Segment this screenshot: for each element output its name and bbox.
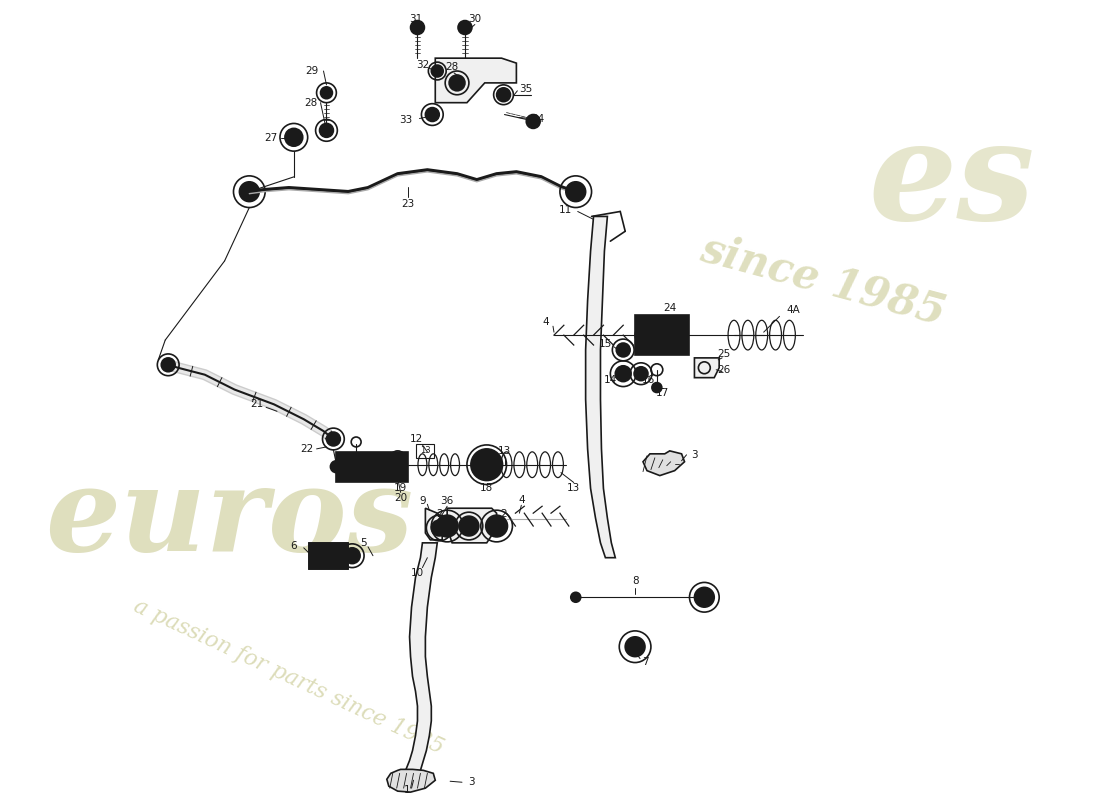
- Circle shape: [240, 182, 260, 202]
- Text: 17: 17: [657, 387, 670, 398]
- Text: since 1985: since 1985: [696, 228, 950, 334]
- Text: 13: 13: [420, 446, 431, 455]
- Polygon shape: [585, 217, 615, 558]
- Circle shape: [162, 358, 175, 372]
- Text: 23: 23: [402, 198, 415, 209]
- Circle shape: [289, 132, 299, 142]
- Text: 26: 26: [717, 365, 730, 374]
- Circle shape: [571, 592, 581, 602]
- Circle shape: [437, 515, 458, 537]
- Text: 4A: 4A: [786, 306, 800, 315]
- Circle shape: [486, 515, 507, 537]
- Circle shape: [327, 432, 340, 446]
- Circle shape: [449, 75, 465, 91]
- Text: 2: 2: [500, 509, 507, 519]
- Text: 4: 4: [542, 318, 549, 327]
- Text: 12: 12: [410, 434, 424, 444]
- Text: 35: 35: [519, 84, 532, 94]
- Text: 11: 11: [559, 205, 572, 214]
- Circle shape: [652, 382, 662, 393]
- Circle shape: [634, 366, 648, 381]
- Bar: [417, 444, 434, 458]
- Text: 6: 6: [290, 541, 297, 551]
- Circle shape: [471, 449, 503, 481]
- Circle shape: [630, 642, 640, 652]
- Text: 28: 28: [304, 98, 317, 108]
- Polygon shape: [403, 543, 438, 778]
- Circle shape: [694, 587, 714, 607]
- Text: 19: 19: [394, 483, 407, 494]
- Text: 5: 5: [360, 538, 366, 548]
- Text: 36: 36: [440, 496, 454, 506]
- Text: 21: 21: [251, 399, 264, 410]
- Text: 20: 20: [394, 494, 407, 503]
- Text: 8: 8: [631, 577, 638, 586]
- Circle shape: [492, 521, 502, 531]
- Circle shape: [616, 343, 630, 357]
- Circle shape: [458, 21, 472, 34]
- Text: 18: 18: [480, 483, 493, 494]
- Circle shape: [311, 549, 326, 562]
- Circle shape: [319, 123, 333, 138]
- Polygon shape: [694, 358, 719, 378]
- Circle shape: [700, 592, 710, 602]
- Circle shape: [431, 520, 447, 536]
- Circle shape: [320, 87, 332, 98]
- Polygon shape: [387, 770, 436, 792]
- Text: 7: 7: [641, 657, 648, 666]
- Text: 30: 30: [469, 14, 482, 23]
- Text: 28: 28: [446, 62, 459, 72]
- Text: 25: 25: [717, 349, 730, 359]
- Text: 3: 3: [691, 450, 697, 460]
- Text: 27: 27: [264, 134, 277, 143]
- Text: es: es: [868, 115, 1035, 249]
- Circle shape: [526, 114, 540, 128]
- Circle shape: [426, 108, 439, 122]
- Polygon shape: [447, 508, 496, 543]
- Text: 16: 16: [641, 374, 654, 385]
- Text: 2: 2: [436, 509, 442, 519]
- Circle shape: [459, 516, 478, 536]
- Bar: [309, 543, 349, 569]
- Circle shape: [330, 461, 342, 473]
- Circle shape: [565, 182, 585, 202]
- Circle shape: [625, 637, 645, 657]
- Circle shape: [410, 21, 425, 34]
- Text: a passion for parts since 1985: a passion for parts since 1985: [130, 594, 448, 758]
- Text: 10: 10: [411, 567, 424, 578]
- Circle shape: [431, 65, 443, 77]
- Bar: [337, 452, 408, 482]
- Polygon shape: [436, 58, 516, 102]
- Text: 9: 9: [419, 496, 426, 506]
- Circle shape: [496, 88, 510, 102]
- Text: 14: 14: [604, 374, 617, 385]
- Circle shape: [394, 466, 402, 474]
- Text: 34: 34: [531, 114, 544, 123]
- Circle shape: [442, 521, 452, 531]
- Text: 32: 32: [416, 60, 429, 70]
- Text: 33: 33: [399, 115, 412, 126]
- Text: 1: 1: [405, 785, 411, 795]
- Bar: [309, 543, 349, 569]
- Polygon shape: [644, 451, 684, 475]
- Bar: [635, 315, 690, 355]
- Polygon shape: [426, 508, 442, 540]
- Text: 31: 31: [409, 14, 422, 23]
- Text: 13: 13: [568, 483, 581, 494]
- Text: 15: 15: [598, 339, 612, 349]
- Circle shape: [615, 366, 631, 382]
- Text: 3: 3: [469, 778, 475, 787]
- Text: 22: 22: [300, 444, 313, 454]
- Circle shape: [344, 548, 360, 564]
- Text: 13: 13: [498, 446, 512, 456]
- Text: 24: 24: [663, 303, 676, 314]
- Circle shape: [635, 326, 654, 345]
- Text: euros: euros: [45, 461, 414, 576]
- Circle shape: [285, 128, 303, 146]
- Text: 4: 4: [518, 495, 525, 506]
- Text: 29: 29: [305, 66, 318, 76]
- Circle shape: [393, 454, 403, 464]
